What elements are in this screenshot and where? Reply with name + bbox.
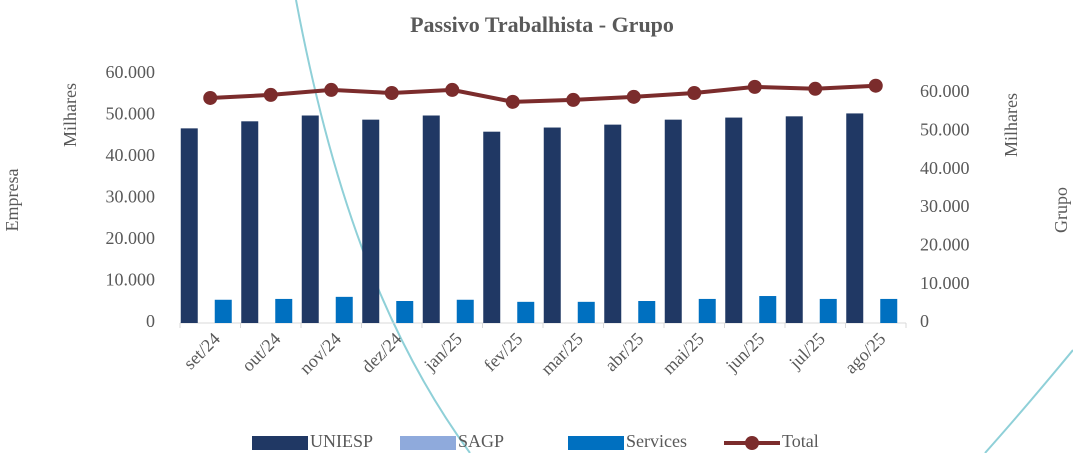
y-tick-label: 20.000	[106, 228, 156, 248]
bar	[180, 128, 198, 323]
bar	[725, 117, 743, 323]
y-tick-label: 60.000	[106, 62, 156, 82]
decoration	[295, 0, 471, 453]
bar	[664, 119, 682, 324]
y2-axis-label: Grupo	[1051, 187, 1071, 233]
marker	[808, 81, 823, 96]
x-tick-label: ago/25	[841, 329, 890, 378]
bar	[241, 121, 259, 323]
bar	[846, 113, 864, 323]
bar	[483, 131, 501, 323]
bar	[517, 301, 535, 323]
marker	[445, 82, 460, 97]
marker	[747, 79, 762, 94]
x-tick-label: fev/25	[480, 329, 527, 376]
marker	[566, 92, 581, 107]
marker	[505, 94, 520, 109]
bar	[698, 298, 716, 323]
marker	[384, 86, 399, 100]
line	[210, 83, 876, 104]
y2-tick-label: 50.000	[920, 119, 970, 139]
legend-swatch	[745, 436, 759, 450]
x-tick-label: out/24	[238, 329, 285, 376]
bar	[638, 301, 656, 323]
x-tick-label: set/24	[179, 329, 224, 374]
x-tick-label: mar/25	[537, 329, 587, 379]
y2-tick-label: 40.000	[920, 158, 970, 178]
y2-tick-label: 10.000	[920, 273, 970, 293]
marker	[868, 78, 883, 93]
y-tick-label: 0	[146, 311, 155, 331]
y-unit-label: Milhares	[60, 83, 80, 147]
bar	[214, 299, 232, 323]
bar	[785, 116, 803, 323]
legend-label: Total	[782, 431, 819, 451]
legend-swatch	[400, 436, 456, 450]
x-tick-label: jul/25	[784, 329, 829, 374]
legend-label: Services	[626, 431, 687, 451]
marker	[203, 90, 218, 105]
bar	[335, 296, 353, 323]
legend-label: UNIESP	[310, 431, 373, 451]
bar	[819, 298, 837, 323]
marker	[324, 82, 339, 97]
marker	[626, 89, 641, 104]
legend-swatch	[252, 436, 308, 450]
x-tick-label: jun/25	[721, 329, 768, 376]
marker	[687, 86, 702, 100]
bar	[301, 115, 319, 323]
y2-unit-label: Milhares	[1001, 93, 1021, 157]
legend-swatch	[568, 436, 624, 450]
bar	[362, 119, 380, 324]
decoration	[984, 349, 1073, 453]
bar	[456, 299, 474, 323]
legend-label: SAGP	[458, 431, 504, 451]
x-tick-label: nov/24	[295, 329, 345, 379]
x-tick-label: jan/25	[419, 329, 466, 376]
bar	[275, 298, 293, 323]
bar	[604, 124, 622, 323]
y2-tick-label: 30.000	[920, 196, 970, 216]
y-tick-label: 40.000	[106, 145, 156, 165]
bar	[396, 301, 414, 323]
y-axis-label: Empresa	[2, 169, 22, 232]
y-tick-label: 50.000	[106, 104, 156, 124]
bar	[543, 127, 561, 323]
bar	[880, 298, 898, 323]
bar	[577, 301, 595, 323]
chart-title: Passivo Trabalhista - Grupo	[410, 12, 674, 37]
x-tick-label: mai/25	[658, 329, 707, 378]
marker	[263, 87, 278, 102]
x-tick-label: dez/24	[357, 329, 405, 377]
y-tick-label: 10.000	[106, 270, 156, 290]
bar	[422, 115, 440, 323]
y-tick-label: 30.000	[106, 187, 156, 207]
bar	[759, 296, 777, 323]
x-tick-label: abr/25	[601, 329, 648, 376]
y2-tick-label: 0	[920, 311, 929, 331]
y2-tick-label: 20.000	[920, 234, 970, 254]
y2-tick-label: 60.000	[920, 81, 970, 101]
